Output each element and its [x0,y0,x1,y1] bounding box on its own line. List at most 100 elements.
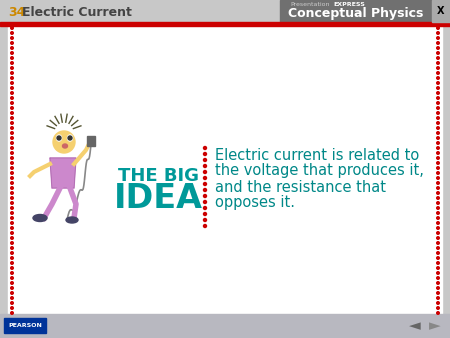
Circle shape [11,57,14,59]
Circle shape [203,213,207,216]
Text: opposes it.: opposes it. [215,195,295,211]
Bar [4,318,46,333]
Circle shape [11,37,14,39]
Circle shape [436,107,439,109]
Circle shape [11,262,14,264]
Text: 34: 34 [8,6,25,20]
Circle shape [436,212,439,214]
Circle shape [436,47,439,49]
Circle shape [11,272,14,274]
Circle shape [436,127,439,129]
Circle shape [68,136,72,140]
Circle shape [436,177,439,179]
Circle shape [11,292,14,294]
Circle shape [11,177,14,179]
Circle shape [436,32,439,34]
Circle shape [203,159,207,162]
Circle shape [436,257,439,259]
Circle shape [436,147,439,149]
Circle shape [436,87,439,89]
Bar [87,136,95,146]
Circle shape [11,197,14,199]
Circle shape [436,302,439,304]
Circle shape [436,207,439,209]
Circle shape [11,212,14,214]
Circle shape [11,302,14,304]
Circle shape [436,72,439,74]
Circle shape [436,182,439,184]
Circle shape [11,162,14,164]
Circle shape [436,187,439,189]
Circle shape [436,272,439,274]
Circle shape [436,52,439,54]
Circle shape [11,147,14,149]
Text: EXPRESS: EXPRESS [333,2,365,7]
Circle shape [11,172,14,174]
Circle shape [203,146,207,149]
Circle shape [11,62,14,64]
Circle shape [436,242,439,244]
Circle shape [436,197,439,199]
Circle shape [11,137,14,139]
Text: Conceptual Physics: Conceptual Physics [288,7,424,21]
Circle shape [11,232,14,234]
Circle shape [436,37,439,39]
Circle shape [11,152,14,154]
Circle shape [11,227,14,229]
Text: ►: ► [429,318,441,334]
Circle shape [203,189,207,192]
Ellipse shape [57,135,62,141]
Circle shape [436,62,439,64]
Circle shape [436,237,439,239]
Circle shape [11,77,14,79]
Circle shape [11,287,14,289]
Circle shape [11,47,14,49]
Circle shape [436,252,439,254]
Circle shape [436,77,439,79]
Circle shape [436,97,439,99]
Circle shape [203,194,207,197]
Ellipse shape [33,215,47,221]
Circle shape [436,57,439,59]
Circle shape [436,117,439,119]
Circle shape [11,237,14,239]
Ellipse shape [63,144,68,148]
Circle shape [203,200,207,203]
Circle shape [203,170,207,173]
Circle shape [11,242,14,244]
Circle shape [11,167,14,169]
Circle shape [203,224,207,227]
Circle shape [436,262,439,264]
Circle shape [11,312,14,314]
Circle shape [11,32,14,34]
Circle shape [436,312,439,314]
Circle shape [11,267,14,269]
Circle shape [11,97,14,99]
Bar [8,26,442,314]
Circle shape [436,172,439,174]
Circle shape [11,107,14,109]
Circle shape [11,27,14,29]
Text: IDEA: IDEA [113,182,202,215]
Circle shape [11,187,14,189]
Circle shape [436,297,439,299]
Circle shape [11,182,14,184]
Circle shape [11,82,14,84]
Circle shape [436,202,439,204]
Circle shape [57,136,61,140]
Circle shape [11,157,14,159]
Bar [0,314,450,338]
Text: and the resistance that: and the resistance that [215,179,386,194]
Text: ◄: ◄ [409,318,421,334]
Circle shape [11,257,14,259]
Circle shape [436,132,439,134]
Ellipse shape [68,135,72,141]
Text: THE BIG: THE BIG [117,167,198,185]
Circle shape [11,307,14,309]
Circle shape [203,152,207,155]
Circle shape [436,152,439,154]
Circle shape [11,122,14,124]
Circle shape [11,222,14,224]
Circle shape [436,82,439,84]
Circle shape [11,67,14,69]
